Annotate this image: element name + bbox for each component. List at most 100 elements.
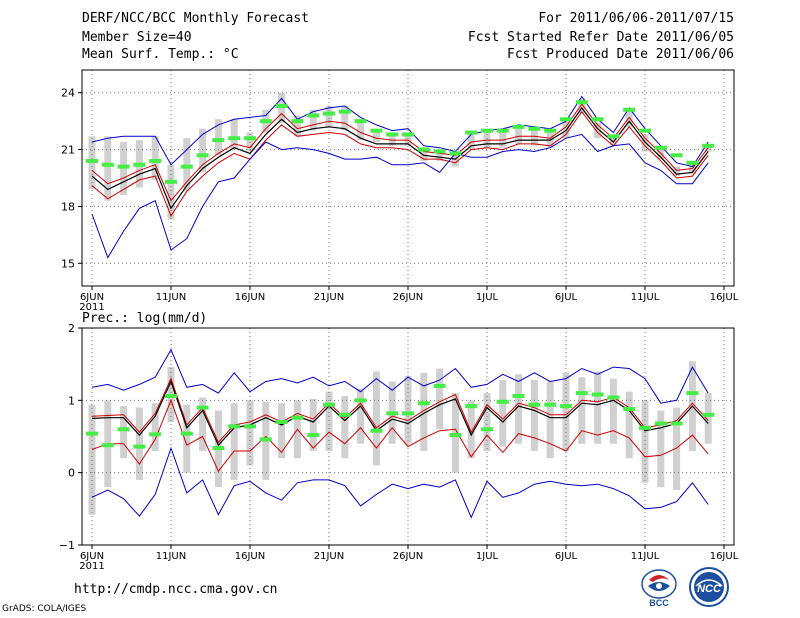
prec-spread-box	[309, 398, 317, 451]
fcst-produced-label: Fcst Produced Date 2011/06/06	[507, 47, 734, 62]
temp-observed-mark	[291, 119, 304, 124]
temp-spread-box	[293, 115, 301, 137]
temp-spread-box	[609, 134, 617, 146]
prec-spread-box	[625, 391, 633, 459]
temp-xtick-label: 11JUN	[156, 292, 186, 303]
prec-spread-box	[372, 371, 380, 466]
temp-spread-box	[199, 128, 207, 173]
temp-spread-box	[388, 132, 396, 146]
prec-xtick-label: 6JUN	[80, 551, 104, 562]
prec-observed-mark	[496, 399, 509, 404]
prec-spread-box	[88, 404, 96, 515]
temp-xtick-label: 21JUN	[314, 292, 344, 303]
prec-ytick-label: −1	[59, 539, 75, 552]
prec-observed-mark	[623, 407, 636, 412]
temp-observed-mark	[544, 128, 557, 133]
temp-observed-mark	[228, 136, 241, 141]
prec-spread-box	[546, 381, 554, 459]
temp-observed-mark	[433, 149, 446, 154]
prec-spread-box	[609, 378, 617, 444]
temp-spread-box	[167, 164, 175, 220]
temp-xtick-label: 6JUN	[80, 292, 104, 303]
temp-observed-mark	[417, 147, 430, 152]
temp-observed-mark	[370, 128, 383, 133]
prec-observed-mark	[528, 402, 541, 407]
prec-observed-mark	[481, 427, 493, 432]
prec-observed-mark	[307, 433, 320, 438]
prec-observed-mark	[670, 421, 683, 426]
prec-spread-box	[594, 371, 602, 444]
prec-spread-box	[420, 372, 428, 451]
prec-spread-box	[135, 407, 143, 480]
temp-xtick-label: 11JUL	[631, 292, 660, 303]
prec-spread-box	[467, 400, 475, 459]
prec-observed-mark	[417, 401, 430, 406]
temp-observed-mark	[623, 107, 636, 112]
prec-observed-mark	[275, 420, 288, 425]
prec-spread-box	[704, 393, 712, 444]
prec-spread-box	[499, 380, 507, 447]
temp-spread-box	[499, 130, 507, 148]
temp-spread-box	[214, 119, 222, 156]
grads-credit: GrADS: COLA/IGES	[2, 604, 87, 614]
prec-spread-box	[562, 372, 570, 451]
temp-observed-mark	[244, 136, 256, 141]
prec-observed-mark	[101, 443, 114, 448]
temp-observed-mark	[591, 117, 604, 122]
prec-spread-box	[404, 375, 412, 444]
temp-observed-mark	[165, 179, 177, 184]
temp-observed-mark	[196, 153, 209, 158]
temp-observed-mark	[117, 164, 130, 169]
prec-observed-mark	[165, 393, 177, 398]
temp-panel: 15 18 21 24 6JUN 11JUN 16JUN 21JUN 26JUN 1JUL 6JUL…	[61, 69, 739, 313]
variable-label: Mean Surf. Temp.: °C	[82, 47, 239, 62]
temp-mean-line	[91, 106, 709, 210]
prec-spread-box	[673, 407, 681, 491]
prec-observed-mark	[591, 392, 604, 397]
temp-observed-mark	[101, 162, 114, 167]
temp-observed-mark	[465, 130, 478, 135]
prec-observed-mark	[149, 432, 162, 437]
prec-spread-box	[357, 388, 365, 444]
prec-observed-mark	[180, 431, 193, 436]
temp-spread-box	[325, 106, 333, 127]
prec-xtick-label: 6JUL	[555, 551, 578, 562]
temp-observed-mark	[354, 119, 367, 124]
ncc-logo-icon: NCC	[689, 567, 729, 607]
temp-observed-mark	[307, 113, 320, 118]
prec-observed-mark	[654, 421, 667, 426]
temp-observed-mark	[670, 153, 683, 158]
temp-ytick-label: 24	[61, 87, 75, 100]
prec-max-line	[91, 348, 709, 404]
prec-observed-mark	[433, 383, 446, 388]
temp-observed-mark	[323, 111, 335, 116]
prec-observed-mark	[607, 395, 620, 400]
bcc-logo-text: BCC	[649, 598, 669, 608]
prec-spread-box	[483, 393, 491, 451]
prec-xtick-label: 1JUL	[476, 551, 499, 562]
temp-observed-mark	[639, 128, 651, 133]
prec-title: Prec.: log(mm/d)	[82, 311, 207, 326]
temp-xtick-label: 26JUN	[393, 292, 423, 303]
prec-spread-line	[91, 398, 709, 473]
member-size-label: Member Size=40	[82, 30, 192, 45]
prec-spread-box	[341, 395, 349, 459]
temp-observed-mark	[496, 128, 509, 133]
temp-spread-box	[673, 166, 681, 177]
prec-observed-mark	[86, 431, 98, 436]
prec-ytick-label: 2	[68, 322, 75, 335]
prec-spread-box	[657, 410, 665, 488]
prec-spread-box	[578, 377, 586, 444]
temp-observed-mark	[575, 100, 588, 105]
temp-observed-mark	[259, 119, 272, 124]
temp-spread-box	[104, 136, 112, 201]
prec-xtick-label: 16JUL	[710, 551, 739, 562]
temp-xtick-label: 1JUL	[476, 292, 499, 303]
temp-observed-mark	[386, 132, 399, 137]
prec-xtick-label: 11JUN	[156, 551, 186, 562]
prec-observed-mark	[133, 444, 146, 449]
temp-spread-box	[578, 98, 586, 114]
prec-xtick-label: 11JUL	[631, 551, 660, 562]
prec-xtick-label: 21JUN	[314, 551, 344, 562]
